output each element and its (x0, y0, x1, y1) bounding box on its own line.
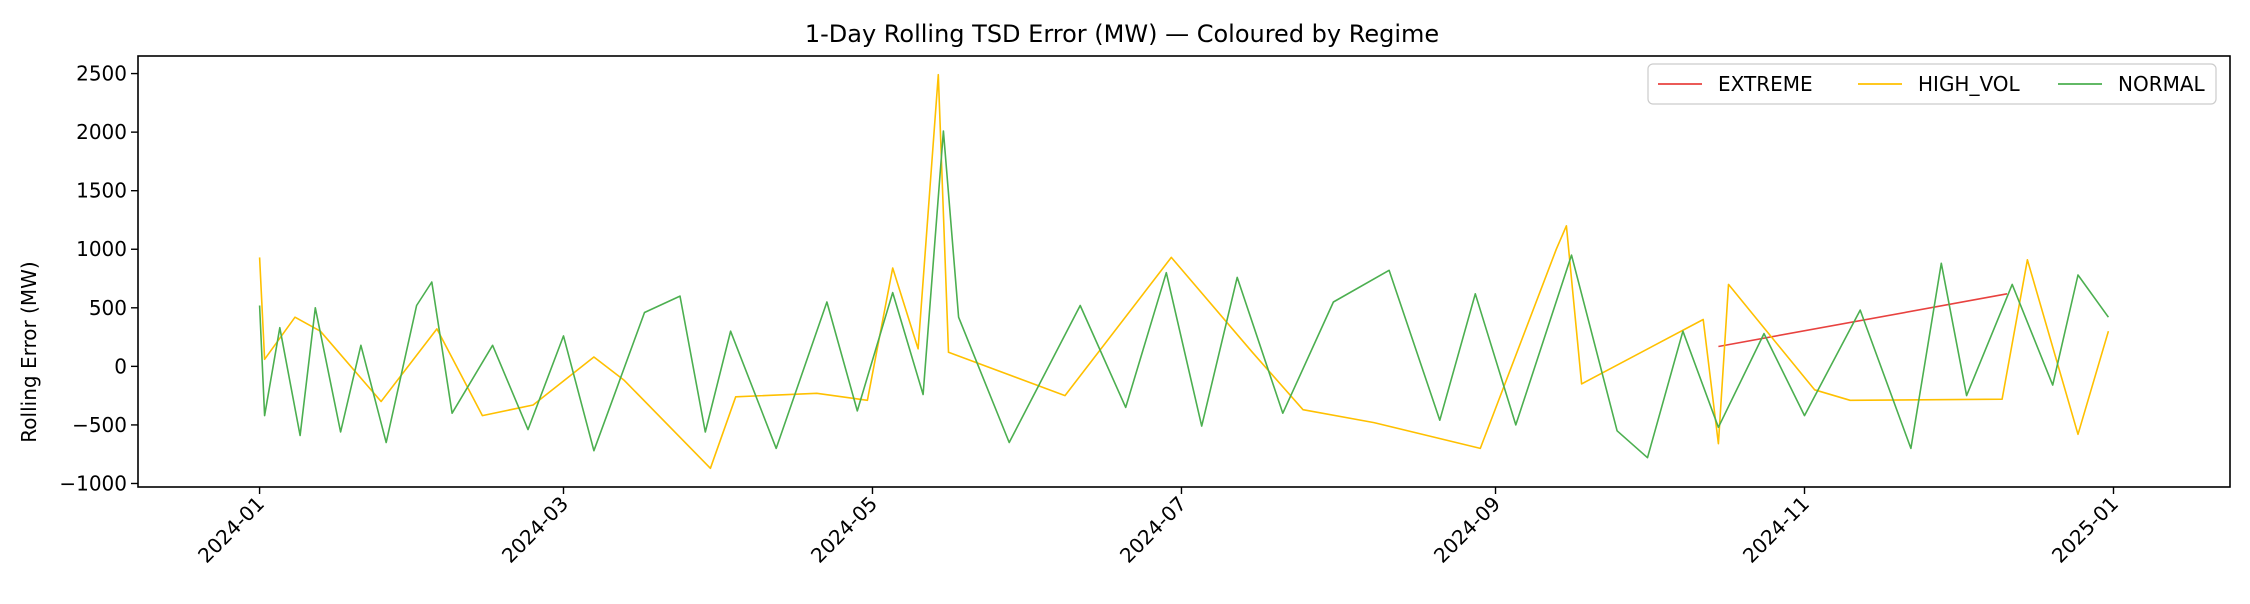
y-axis-label: Rolling Error (MW) (17, 261, 41, 442)
y-tick-label: 0 (114, 354, 127, 378)
x-tick-label: 2024-07 (1115, 492, 1191, 568)
y-tick-label: 2000 (76, 120, 127, 144)
series-line-high-vol (258, 73, 2110, 470)
legend-label: NORMAL (2118, 72, 2206, 96)
y-tick-label: 500 (89, 296, 127, 320)
legend-label: HIGH_VOL (1918, 72, 2021, 96)
x-tick-label: 2024-03 (497, 492, 573, 568)
y-tick-label: 2500 (76, 62, 127, 86)
legend-box (1647, 63, 2217, 105)
chart-title: 1-Day Rolling TSD Error (MW) — Coloured … (805, 20, 1439, 48)
x-tick-label: 2024-05 (806, 492, 882, 568)
x-axis-ticks: 2024-01 2024-03 2024-05 2024-07 2024-09 2024-… (193, 487, 2123, 568)
x-tick-label: 2024-11 (1738, 492, 1814, 568)
y-tick-label: −1000 (59, 471, 127, 495)
x-tick-label: 2025-01 (2047, 492, 2123, 568)
legend-label: EXTREME (1718, 72, 1813, 96)
plot-frame (137, 55, 2231, 488)
y-tick-label: −500 (72, 413, 127, 437)
y-tick-label: 1000 (76, 237, 127, 261)
legend: EXTREME HIGH_VOL NORMAL (1647, 63, 2217, 105)
series-layer (258, 73, 2110, 470)
y-tick-label: 1500 (76, 179, 127, 203)
series-line-normal (258, 130, 2110, 459)
x-tick-label: 2024-01 (193, 492, 269, 568)
x-tick-label: 2024-09 (1429, 492, 1505, 568)
y-axis-ticks: −1000 −500 0 500 1000 1500 2000 2500 (59, 62, 138, 495)
